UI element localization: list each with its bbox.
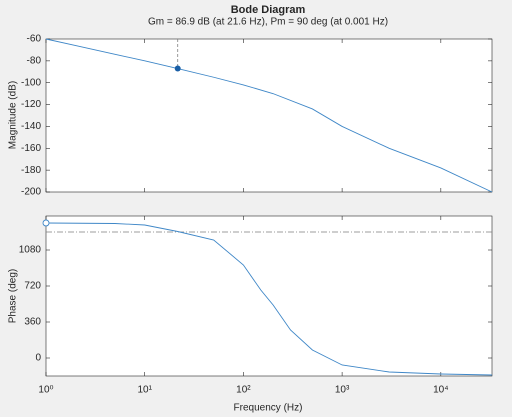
x-tick-label: 10² [236, 385, 251, 396]
y-tick-label: -200 [21, 187, 41, 198]
x-tick-label: 10³ [335, 385, 350, 396]
data-line [45, 38, 493, 193]
x-tick-label: 10⁴ [433, 385, 448, 396]
y-tick-label: 360 [24, 317, 41, 328]
y-tick-label: -160 [21, 143, 41, 154]
data-line [45, 222, 493, 376]
y-axis-label: Magnitude (dB) [8, 81, 19, 149]
gm-marker [174, 65, 181, 72]
y-tick-label: 0 [35, 353, 41, 364]
y-axis-label: Phase (deg) [8, 269, 19, 323]
x-tick-label: 10⁰ [38, 385, 53, 396]
y-tick-label: -100 [21, 77, 41, 88]
x-tick-label: 10¹ [137, 385, 152, 396]
y-tick-label: -80 [27, 55, 42, 66]
y-tick-label: -120 [21, 99, 41, 110]
y-tick-label: 720 [24, 281, 41, 292]
y-tick-label: -140 [21, 121, 41, 132]
pm-marker [42, 219, 50, 227]
x-axis-label: Frequency (Hz) [234, 403, 303, 414]
chart-title: Bode Diagram [231, 4, 306, 16]
chart-subtitle: Gm = 86.9 dB (at 21.6 Hz), Pm = 90 deg (… [148, 17, 388, 28]
y-tick-label: -60 [27, 34, 42, 45]
y-tick-label: 1080 [19, 245, 42, 256]
plot-area [45, 215, 493, 377]
y-tick-label: -180 [21, 165, 41, 176]
plot-area [45, 38, 493, 193]
